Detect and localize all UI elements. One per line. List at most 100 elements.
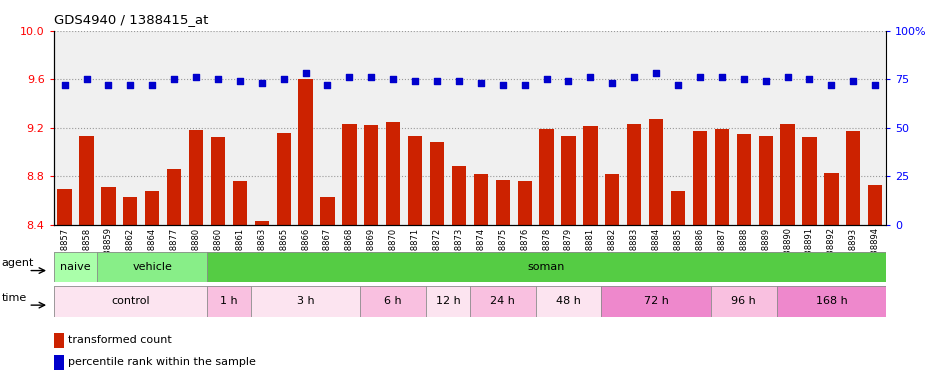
Bar — [561, 136, 575, 225]
Point — [408, 78, 423, 84]
Point — [824, 82, 839, 88]
Point — [80, 76, 94, 82]
Point — [780, 74, 795, 80]
Text: 96 h: 96 h — [732, 296, 756, 306]
Point — [277, 76, 291, 82]
Point — [758, 78, 773, 84]
Bar — [715, 129, 729, 225]
Point — [166, 76, 181, 82]
Point — [583, 74, 598, 80]
Text: 168 h: 168 h — [816, 296, 847, 306]
Point — [386, 76, 401, 82]
Bar — [54, 333, 64, 348]
Bar — [386, 122, 401, 225]
Point — [539, 76, 554, 82]
Text: transformed count: transformed count — [68, 335, 172, 345]
Bar — [361, 286, 426, 317]
Bar — [758, 136, 772, 225]
Bar — [123, 197, 138, 225]
Point — [57, 82, 72, 88]
Bar — [649, 119, 663, 225]
Bar — [496, 180, 510, 225]
Bar — [207, 286, 251, 317]
Bar — [54, 252, 97, 282]
Bar — [145, 191, 159, 225]
Bar — [605, 174, 620, 225]
Bar — [97, 252, 207, 282]
Text: agent: agent — [2, 258, 34, 268]
Bar — [868, 185, 882, 225]
Bar — [211, 137, 225, 225]
Bar — [518, 181, 532, 225]
Bar — [430, 142, 444, 225]
Point — [648, 70, 663, 76]
Bar — [601, 286, 711, 317]
Bar — [777, 286, 886, 317]
Bar — [364, 125, 378, 225]
Point — [517, 82, 532, 88]
Point — [320, 82, 335, 88]
Bar — [824, 172, 838, 225]
Bar — [584, 126, 598, 225]
Bar — [233, 181, 247, 225]
Bar — [736, 134, 751, 225]
Point — [561, 78, 576, 84]
Point — [232, 78, 247, 84]
Point — [605, 80, 620, 86]
Bar — [802, 137, 817, 225]
Bar — [251, 286, 361, 317]
Bar — [781, 124, 795, 225]
Bar — [277, 132, 290, 225]
Point — [123, 82, 138, 88]
Text: time: time — [2, 293, 27, 303]
Point — [671, 82, 685, 88]
Bar — [102, 187, 116, 225]
Bar — [54, 286, 207, 317]
Bar — [627, 124, 641, 225]
Point — [342, 74, 357, 80]
Point — [627, 74, 642, 80]
Text: GDS4940 / 1388415_at: GDS4940 / 1388415_at — [54, 13, 208, 26]
Text: vehicle: vehicle — [132, 262, 172, 272]
Bar — [536, 286, 601, 317]
Text: 6 h: 6 h — [385, 296, 402, 306]
Text: 1 h: 1 h — [220, 296, 238, 306]
Bar — [80, 136, 93, 225]
Bar — [451, 166, 466, 225]
Bar — [167, 169, 181, 225]
Bar — [426, 286, 470, 317]
Bar — [57, 189, 72, 225]
Bar — [320, 197, 335, 225]
Bar — [299, 79, 313, 225]
Point — [693, 74, 708, 80]
Point — [736, 76, 751, 82]
Text: 12 h: 12 h — [436, 296, 461, 306]
Text: 3 h: 3 h — [297, 296, 314, 306]
Text: 24 h: 24 h — [490, 296, 515, 306]
Point — [145, 82, 160, 88]
Point — [101, 82, 116, 88]
Point — [189, 74, 204, 80]
Point — [496, 82, 511, 88]
Bar — [189, 130, 204, 225]
Point — [474, 80, 488, 86]
Bar — [207, 252, 886, 282]
Bar — [254, 221, 269, 225]
Point — [211, 76, 226, 82]
Point — [298, 70, 313, 76]
Point — [802, 76, 817, 82]
Bar — [342, 124, 356, 225]
Point — [714, 74, 729, 80]
Bar — [846, 131, 860, 225]
Text: naive: naive — [60, 262, 91, 272]
Text: percentile rank within the sample: percentile rank within the sample — [68, 358, 256, 367]
Bar — [539, 129, 554, 225]
Point — [429, 78, 444, 84]
Bar — [711, 286, 777, 317]
Point — [845, 78, 860, 84]
Text: soman: soman — [528, 262, 565, 272]
Point — [451, 78, 466, 84]
Point — [364, 74, 378, 80]
Bar — [693, 131, 707, 225]
Text: 72 h: 72 h — [644, 296, 669, 306]
